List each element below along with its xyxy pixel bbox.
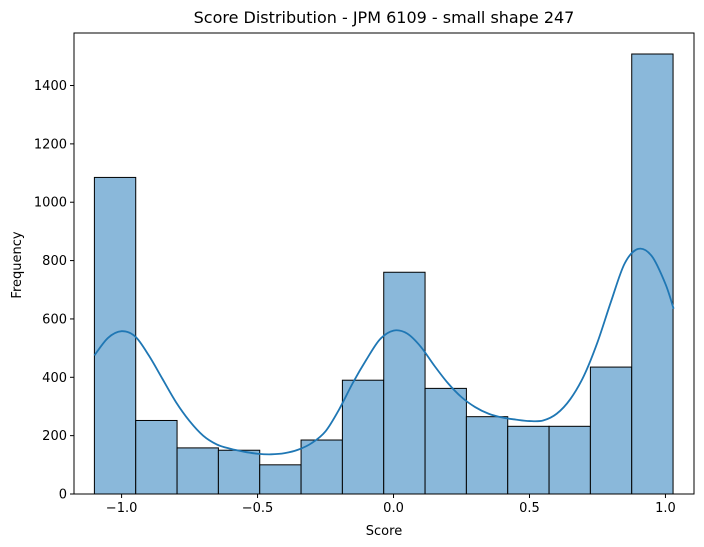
histogram-bar	[548, 425, 591, 495]
histogram-bar	[176, 447, 219, 495]
histogram-bar	[93, 176, 137, 495]
y-tick-label: 1400	[34, 79, 67, 94]
y-tick-label: 400	[42, 371, 67, 386]
kde-curve-line	[93, 247, 675, 456]
x-tick-label: 0.5	[519, 501, 540, 516]
histogram-bar	[300, 439, 343, 495]
histogram-bar	[631, 53, 674, 495]
histogram-bar	[424, 387, 467, 495]
histogram-bar	[507, 425, 550, 495]
histogram-bar	[217, 449, 261, 495]
histogram-bar	[259, 464, 302, 495]
plot-frame	[73, 32, 695, 495]
x-tick-label: −1.0	[106, 501, 138, 516]
x-tick-label: −0.5	[242, 501, 274, 516]
y-tick-label: 600	[42, 312, 67, 327]
histogram-bar	[383, 271, 426, 495]
y-tick-label: 800	[42, 254, 67, 269]
y-tick-label: 200	[42, 429, 67, 444]
x-tick-label: 0.0	[383, 501, 404, 516]
y-tick-label: 1000	[34, 196, 67, 211]
histogram-bar	[135, 419, 178, 495]
chart-title: Score Distribution - JPM 6109 - small sh…	[194, 8, 575, 27]
bars-layer	[93, 53, 674, 495]
histogram-bar	[589, 366, 633, 495]
y-axis-label: Frequency	[10, 231, 25, 298]
x-axis-label: Score	[366, 524, 402, 539]
y-tick-label: 0	[59, 488, 67, 503]
x-tick-label: 1.0	[655, 501, 676, 516]
axes-layer: −1.0 −0.5 0.0 0.5 1.0 0 200 400 600 800 1000 1200 14…	[34, 32, 695, 516]
kde-layer	[93, 247, 675, 456]
y-tick-label: 1200	[34, 137, 67, 152]
histogram-bar	[341, 379, 385, 495]
histogram-bar	[465, 416, 509, 495]
